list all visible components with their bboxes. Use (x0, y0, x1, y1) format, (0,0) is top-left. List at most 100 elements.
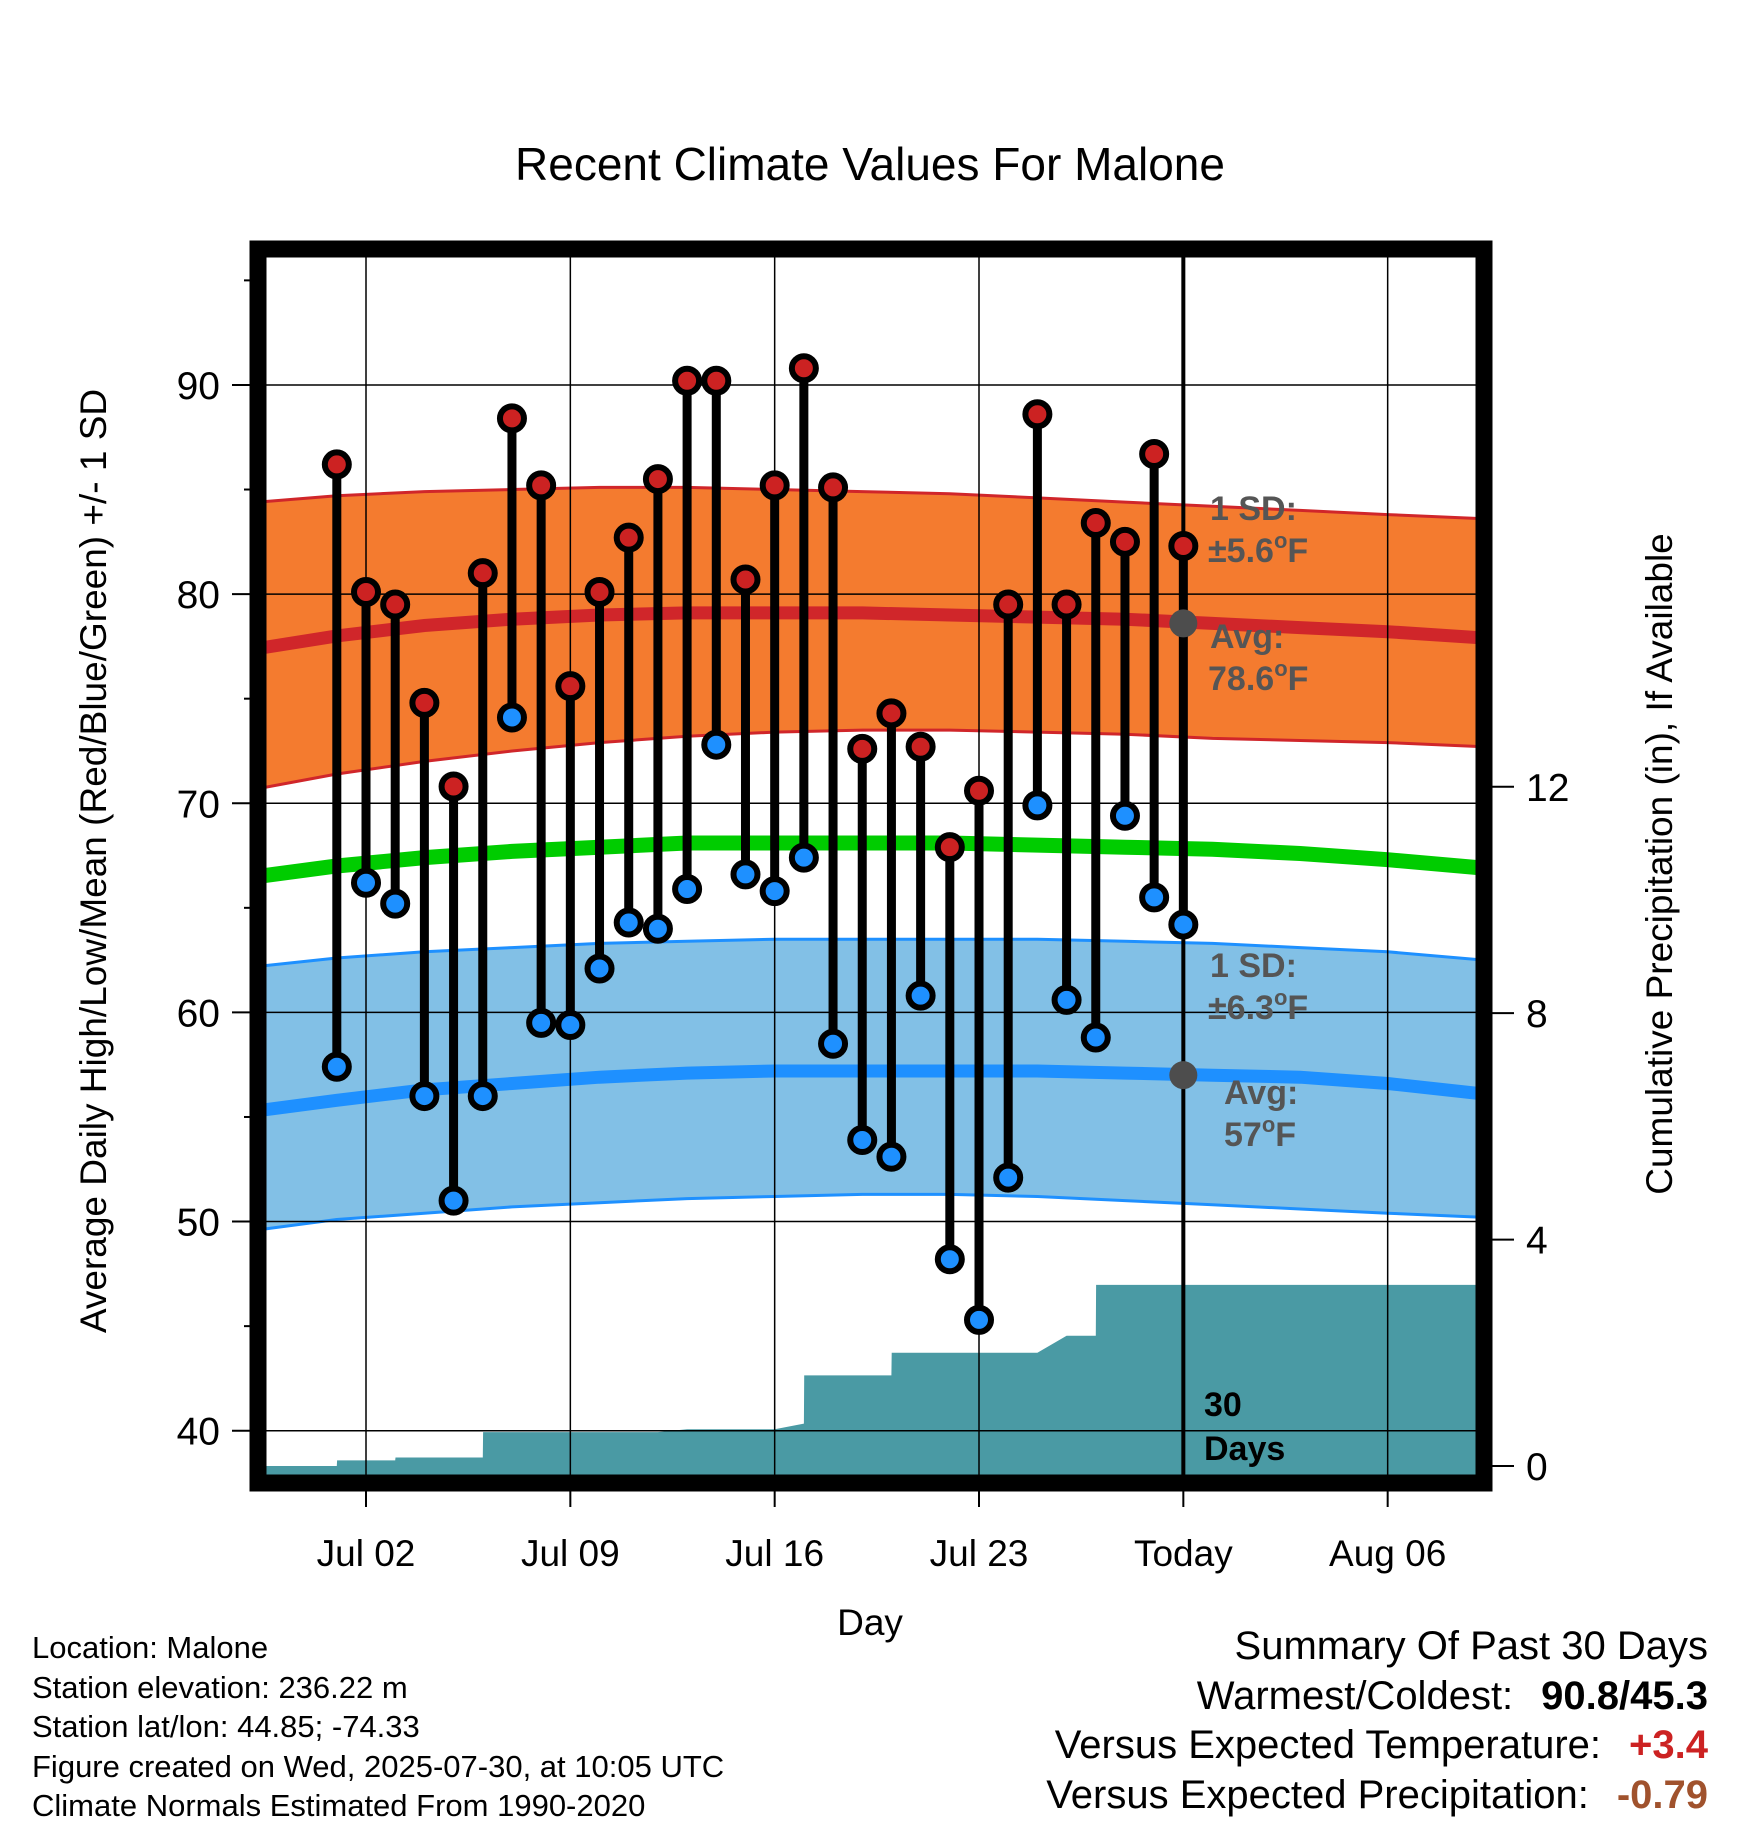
high-marker (467, 558, 498, 589)
low-marker (555, 1009, 586, 1040)
low-marker (351, 867, 382, 898)
low-marker (438, 1185, 469, 1216)
window-days-number: 30 (1204, 1386, 1242, 1424)
summary-warmest-row: Warmest/Coldest: 90.8/45.3 (1046, 1672, 1708, 1722)
low-marker (1080, 1022, 1111, 1053)
window-days-label: Days (1204, 1430, 1285, 1468)
y-tick-label: 80 (177, 574, 220, 617)
high-marker (351, 577, 382, 608)
high-sd-band-upper-edge (258, 485, 1484, 521)
high-marker (672, 365, 703, 396)
low-marker (321, 1051, 352, 1082)
low-marker (642, 913, 673, 944)
high-avg-label: Avg: (1210, 618, 1284, 656)
low-marker (701, 729, 732, 760)
low-marker (467, 1081, 498, 1112)
low-marker (876, 1141, 907, 1172)
mean-normal-line (258, 835, 1484, 884)
high-marker (409, 687, 440, 718)
high-marker (642, 464, 673, 495)
y2-axis-label: Cumulative Precipitation (in), If Availa… (1639, 533, 1680, 1195)
station-latlon: Station lat/lon: 44.85; -74.33 (32, 1709, 420, 1744)
precip-anomaly-label: Versus Expected Precipitation: (1046, 1772, 1589, 1817)
high-sd-value: ±5.6oF (1208, 528, 1308, 570)
low-marker (1109, 800, 1140, 831)
station-info: Location: Malone Station elevation: 236.… (32, 1628, 724, 1826)
high-marker (876, 698, 907, 729)
high-marker (584, 577, 615, 608)
high-marker (759, 470, 790, 501)
low-average-dot (1169, 1061, 1198, 1090)
high-marker (905, 731, 936, 762)
temp-anomaly-value: +3.4 (1629, 1723, 1708, 1767)
summary-precip-row: Versus Expected Precipitation: -0.79 (1046, 1771, 1708, 1821)
y2-tick-label: 0 (1526, 1446, 1548, 1489)
temp-anomaly-label: Versus Expected Temperature: (1054, 1723, 1602, 1767)
low-marker (409, 1081, 440, 1112)
high-marker (438, 771, 469, 802)
low-sd-value: ±6.3oF (1208, 985, 1308, 1027)
x-tick-label: Jul 23 (930, 1533, 1029, 1574)
summary-temp-row: Versus Expected Temperature: +3.4 (1046, 1721, 1708, 1771)
y2-tick-label: 4 (1526, 1220, 1548, 1263)
summary-title: Summary Of Past 30 Days (1234, 1624, 1708, 1668)
high-marker (730, 564, 761, 595)
x-tick-label: Today (1134, 1533, 1233, 1574)
low-marker (730, 859, 761, 890)
high-marker (555, 671, 586, 702)
precip-area (258, 1284, 1484, 1483)
low-marker (584, 953, 615, 984)
station-elevation: Station elevation: 236.22 m (32, 1669, 408, 1705)
x-tick-label: Jul 02 (317, 1533, 416, 1574)
chart-title: Recent Climate Values For Malone (515, 138, 1225, 190)
high-marker (1022, 399, 1053, 430)
axes: 40 50 60 70 80 90 0 4 8 12 Jul 02 Jul 09 Jul 16 Jul 2… (177, 240, 1569, 1574)
low-marker (496, 702, 527, 733)
low-marker (613, 907, 644, 938)
y-tick-label: 70 (177, 783, 220, 826)
low-marker (964, 1304, 995, 1335)
x-tick-label: Aug 06 (1329, 1533, 1446, 1574)
high-marker (1168, 530, 1199, 561)
warmest-label: Warmest/Coldest: (1196, 1673, 1514, 1718)
high-marker (847, 733, 878, 764)
low-marker (380, 888, 411, 919)
y2-tick-label: 12 (1526, 767, 1569, 810)
y2-tick-label: 8 (1526, 993, 1548, 1036)
high-average-dot (1169, 609, 1198, 638)
precip-anomaly-value: -0.79 (1616, 1772, 1708, 1817)
low-marker (905, 980, 936, 1011)
low-avg-value: 57oF (1224, 1112, 1296, 1154)
high-marker (613, 522, 644, 553)
y-tick-label: 90 (177, 365, 220, 408)
high-marker (1051, 589, 1082, 620)
low-marker (993, 1162, 1024, 1193)
plot-clip-group (258, 249, 1484, 1483)
x-tick-label: Jul 16 (725, 1533, 824, 1574)
y-tick-label: 50 (177, 1202, 220, 1245)
low-marker (1168, 909, 1199, 940)
y-tick-label: 40 (177, 1411, 220, 1454)
high-marker (993, 589, 1024, 620)
high-marker (934, 832, 965, 863)
high-normal-line (258, 606, 1484, 655)
high-marker (1080, 507, 1111, 538)
station-location: Location: Malone (32, 1630, 269, 1665)
warmest-value: 90.8/45.3 (1541, 1673, 1708, 1718)
figure-created: Figure created on Wed, 2025-07-30, at 10… (32, 1748, 725, 1784)
low-marker (818, 1028, 849, 1059)
high-sd-band (258, 487, 1484, 789)
low-marker (788, 842, 819, 873)
low-marker (1022, 790, 1053, 821)
high-avg-value: 78.6oF (1208, 656, 1308, 698)
y-axis-label: Average Daily High/Low/Mean (Red/Blue/Gr… (73, 389, 114, 1333)
x-tick-label: Jul 09 (521, 1533, 620, 1574)
high-marker (818, 472, 849, 503)
high-marker (788, 353, 819, 384)
high-sd-label: 1 SD: (1210, 490, 1297, 528)
x-axis-label: Day (837, 1602, 903, 1643)
high-marker (1109, 526, 1140, 557)
high-marker (380, 589, 411, 620)
